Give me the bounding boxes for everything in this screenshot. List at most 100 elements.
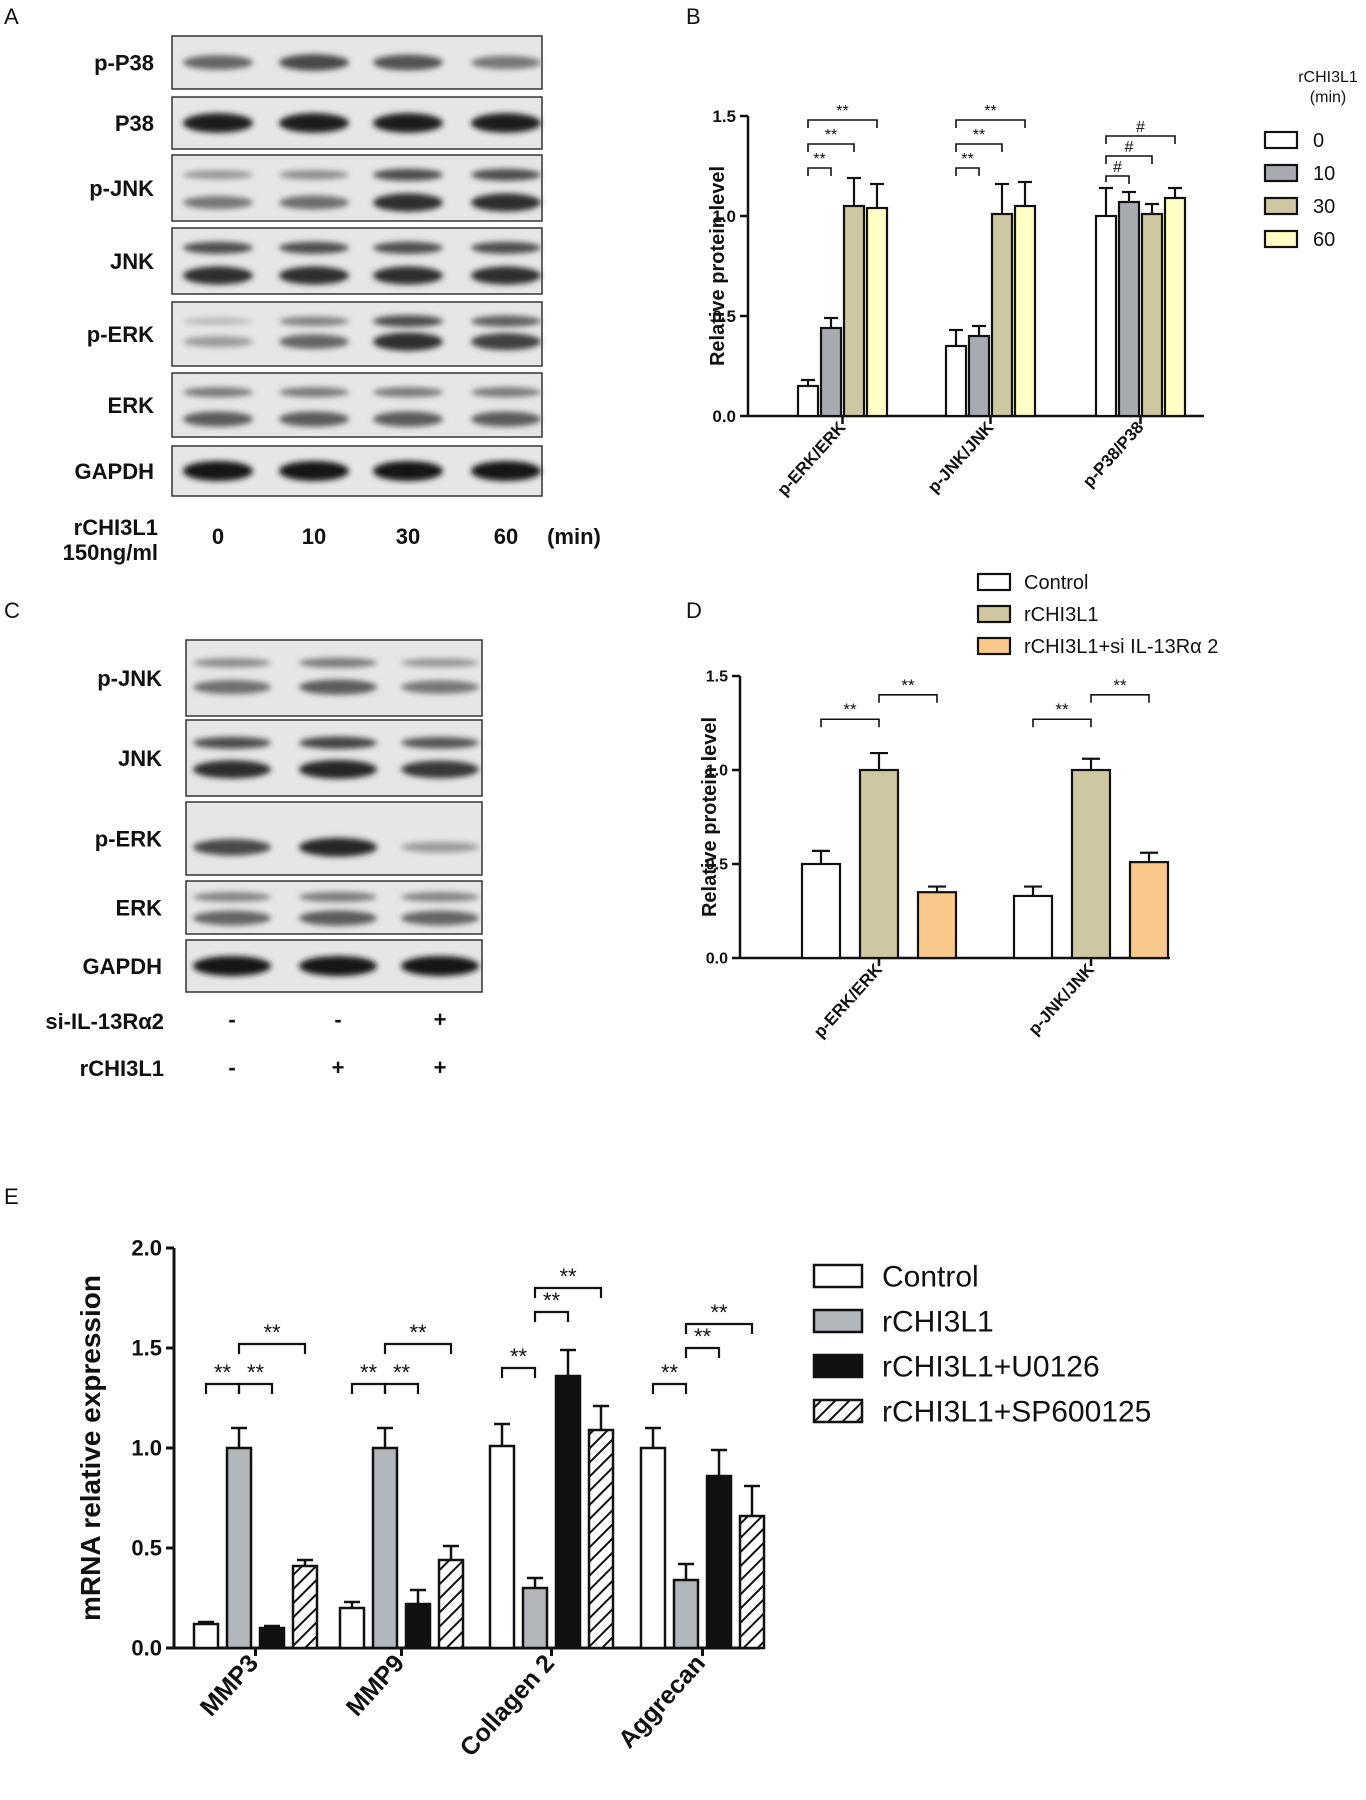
blot-band [193, 760, 271, 779]
bar-p-jnk-jnk-rchi3l1 [1070, 768, 1112, 960]
blot-band-upper [401, 736, 479, 749]
blot-band-upper [299, 891, 377, 902]
time-label-30: 30 [396, 524, 420, 549]
bar-chart-d: 0.0 0.5 1.0 1.5 Relative protein level p-ERK/… [699, 572, 1218, 1041]
significance-bracket [500, 1366, 537, 1378]
sign-r-2: + [332, 1055, 345, 1080]
bar-p-erk-erk-0 [796, 384, 820, 418]
blot-band-upper [373, 315, 443, 328]
significance-bracket [955, 119, 1026, 128]
bar-chart-e: 0.0 0.5 1.0 1.5 2.0 mRNA relative expression M… [75, 1236, 1151, 1762]
blot-band-upper [193, 658, 271, 668]
legend-label-30: 30 [1313, 196, 1335, 218]
category-label-p-erk-erk: p-ERK/ERK [810, 959, 887, 1041]
time-label-60: 60 [494, 524, 518, 549]
blot-band-upper [401, 658, 479, 668]
blot-band-upper [373, 241, 443, 254]
blot-band [183, 336, 253, 348]
bar-collagen-2-rchi3l1-u0126 [554, 1374, 582, 1650]
treatment-label: rCHI3L1 [74, 515, 158, 540]
significance-label: ** [360, 1360, 378, 1385]
blot-band [183, 461, 253, 481]
condition-label-rchi3l1: rCHI3L1 [80, 1056, 164, 1081]
blot-band [373, 332, 443, 351]
bar-p-erk-erk-60 [865, 206, 889, 418]
blot-row-erk [171, 372, 543, 438]
legend-label-rchi3l1-sp600125: rCHI3L1+SP600125 [882, 1396, 1151, 1429]
y-axis-title: mRNA relative expression [75, 1275, 106, 1621]
bar-mmp3-rchi3l1-u0126 [258, 1626, 286, 1650]
significance-label: # [1125, 139, 1134, 156]
category-label-mmp3: MMP3 [195, 1649, 264, 1721]
blot-row-label-p-jnk: p-JNK [89, 176, 154, 201]
significance-bracket [684, 1346, 721, 1358]
blot-band-upper [193, 892, 271, 902]
bar-p-erk-erk-10 [819, 326, 843, 418]
legend-label-60: 60 [1313, 229, 1335, 251]
blot-row-label-p38: P38 [115, 111, 154, 136]
y-tick-label: 0.5 [712, 307, 736, 326]
y-tick-label: 1.5 [706, 669, 728, 686]
blot-row-label-gapdh: GAPDH [83, 954, 162, 979]
bar-aggrecan-rchi3l1-sp600125 [738, 1514, 766, 1650]
blot-band-upper [373, 168, 443, 181]
western-blot-a: p-P38 P38 p-JNK JNK p-ERK ERK GAPDH [75, 35, 543, 497]
significance-bracket [955, 167, 980, 176]
time-unit-label: (min) [547, 524, 601, 549]
blot-row-p-jnk [185, 639, 483, 717]
bar-p-erk-erk-rchi3l1-si-il-13r-2 [916, 891, 958, 960]
blot-band [279, 54, 349, 71]
bar-mmp9-control [338, 1606, 366, 1650]
bar-p-erk-erk-control [800, 862, 842, 960]
significance-bracket [237, 1382, 274, 1394]
significance-bracket [1105, 155, 1153, 164]
bar-p-p38-p38-0 [1094, 214, 1118, 418]
significance-bracket [820, 718, 880, 728]
significance-label: ** [813, 151, 825, 168]
legend-label-control: Control [1024, 572, 1088, 594]
bar-p-jnk-jnk-10 [967, 334, 991, 418]
significance-bracket [1032, 718, 1092, 728]
blot-band [401, 680, 479, 694]
y-tick-label: 1.0 [131, 1436, 162, 1461]
blot-row-label-erk: ERK [108, 393, 155, 418]
blot-band [299, 679, 377, 695]
sign-r-3: + [434, 1055, 447, 1080]
y-tick-label: 1.5 [712, 107, 736, 126]
blot-band [471, 193, 541, 212]
blot-band [183, 55, 253, 70]
blot-row-p-jnk [171, 154, 543, 222]
significance-label: ** [247, 1360, 265, 1385]
significance-bracket [807, 167, 832, 176]
bar-collagen-2-rchi3l1-sp600125 [587, 1428, 615, 1650]
blot-band-upper [471, 241, 541, 254]
panel-label-a: A [4, 4, 19, 29]
significance-label: ** [694, 1324, 712, 1349]
blot-row-label-p-jnk: p-JNK [97, 666, 162, 691]
legend-swatch-control [976, 572, 1012, 592]
legend-label-rchi3l1: rCHI3L1 [1024, 604, 1098, 626]
significance-bracket [1105, 135, 1176, 144]
legend-swatch-60 [1263, 229, 1299, 249]
significance-label: # [1113, 159, 1122, 176]
blot-band [471, 461, 541, 481]
blot-band [401, 956, 479, 976]
blot-band [299, 760, 377, 779]
significance-label: ** [984, 103, 996, 120]
significance-bracket [807, 119, 878, 128]
treatment-dose-label: 150ng/ml [63, 540, 158, 565]
blot-band [401, 841, 479, 853]
significance-label: ** [973, 127, 985, 144]
significance-label: ** [393, 1360, 411, 1385]
legend-swatch-rchi3l1-u0126 [812, 1353, 864, 1379]
category-label-aggrecan: Aggrecan [613, 1649, 711, 1753]
bar-mmp9-rchi3l1-u0126 [404, 1602, 432, 1650]
blot-row-erk [185, 880, 483, 935]
significance-label: ** [1113, 676, 1127, 695]
condition-label-si: si-IL-13Rα2 [45, 1009, 164, 1034]
legend-swatch-0 [1263, 130, 1299, 150]
blot-band [401, 760, 479, 779]
time-label-0: 0 [212, 524, 224, 549]
blot-row-label-erk: ERK [116, 896, 163, 921]
sign-si-1: - [228, 1007, 235, 1032]
